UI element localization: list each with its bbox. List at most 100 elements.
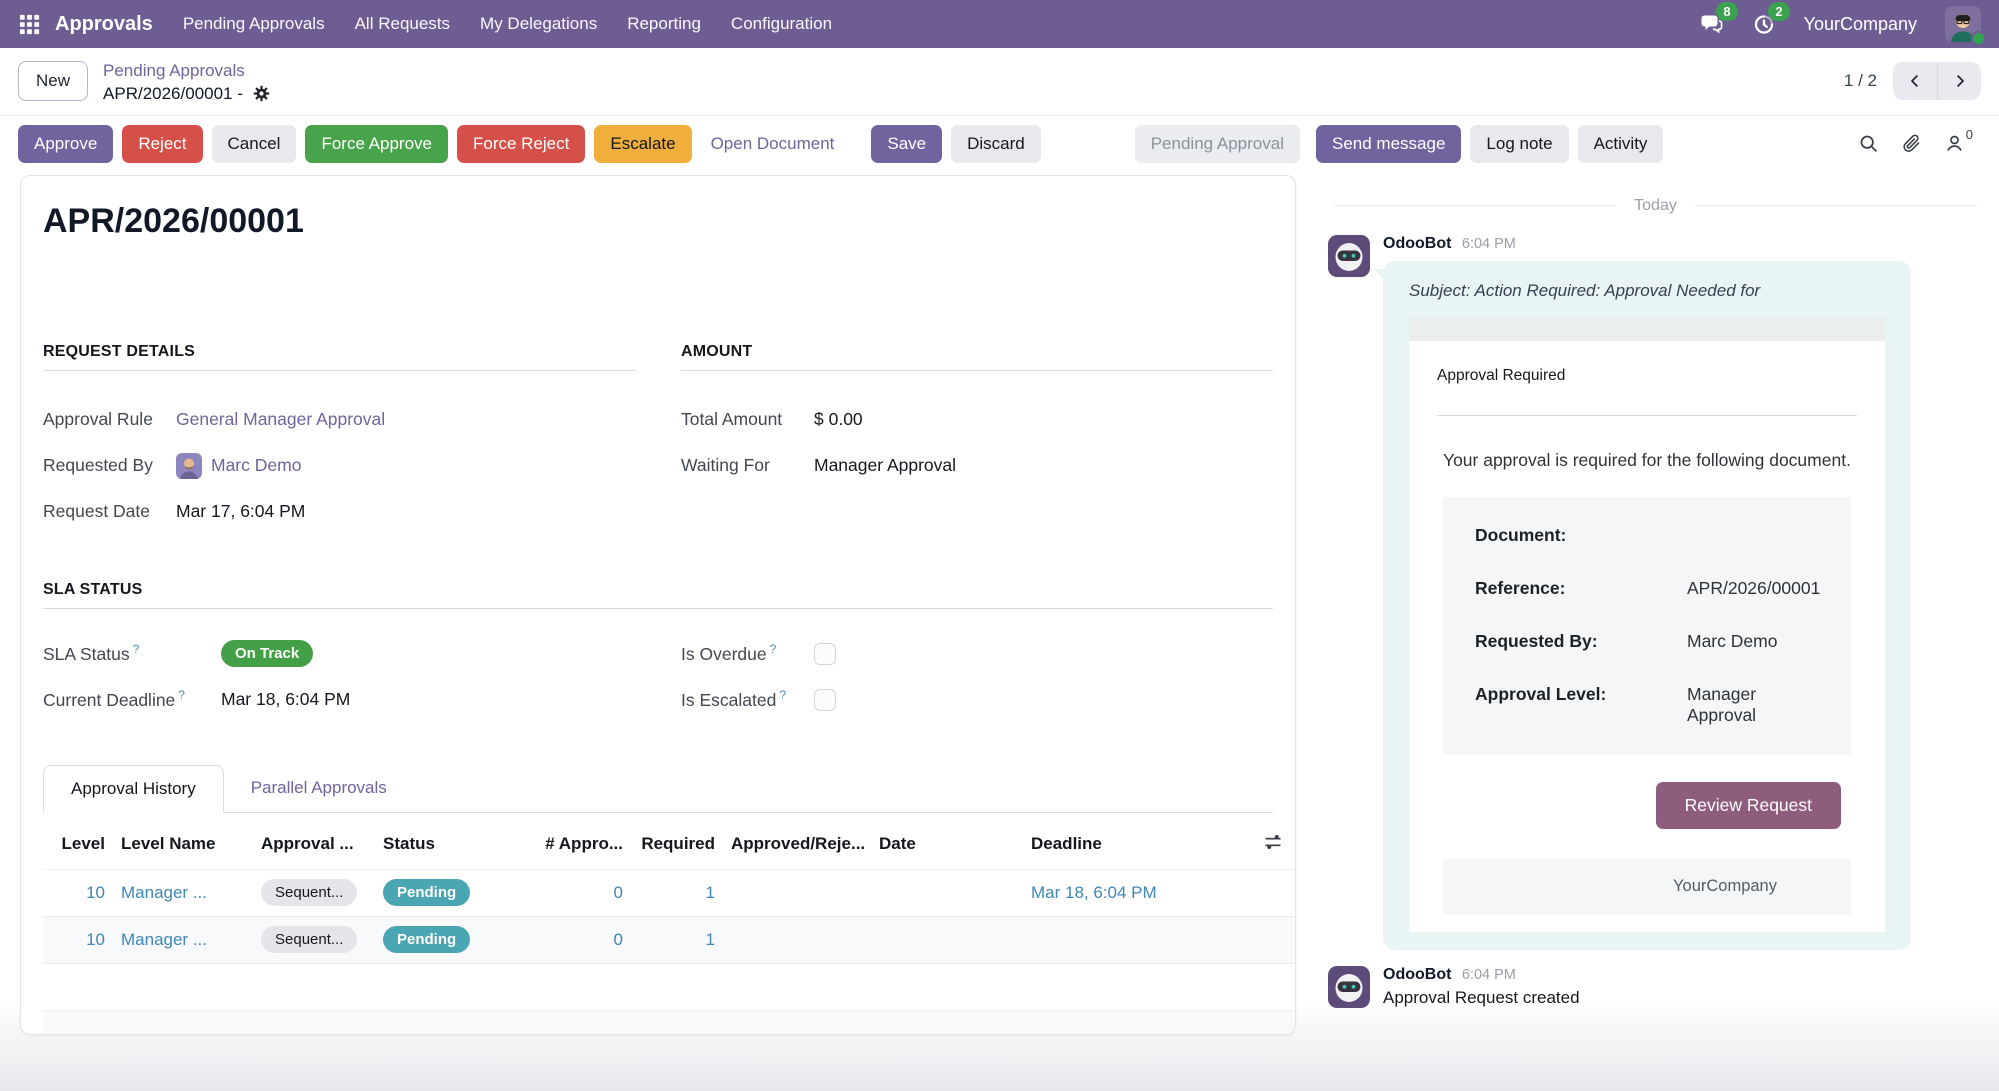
- total-amount-label: Total Amount: [681, 409, 783, 430]
- email-header-band: [1409, 316, 1885, 341]
- col-required[interactable]: Required: [641, 834, 715, 854]
- email-field-value: APR/2026/00001: [1687, 577, 1821, 598]
- activity-button[interactable]: Activity: [1577, 124, 1664, 163]
- messages-icon[interactable]: 8: [1699, 2, 1738, 36]
- escalate-button[interactable]: Escalate: [594, 124, 692, 163]
- cancel-button[interactable]: Cancel: [211, 124, 297, 163]
- table-row[interactable]: 10 Manager ... Sequent... Pending 0 1: [43, 915, 1295, 964]
- cell-num-approvals[interactable]: 0: [523, 868, 631, 917]
- activities-icon[interactable]: 2: [1752, 2, 1790, 36]
- message-author[interactable]: OdooBot: [1383, 965, 1452, 983]
- save-button[interactable]: Save: [871, 124, 943, 163]
- email-field-value: Marc Demo: [1687, 630, 1778, 651]
- current-deadline-label: Current Deadline?: [43, 688, 185, 711]
- requested-by-field[interactable]: Marc Demo: [211, 455, 302, 476]
- col-num-approvals[interactable]: # Appro...: [545, 834, 623, 854]
- cell-deadline[interactable]: Mar 18, 6:04 PM: [1023, 868, 1255, 917]
- followers-icon[interactable]: 0: [1944, 127, 1973, 154]
- top-navbar: Approvals Pending Approvals All Requests…: [0, 0, 1999, 48]
- send-message-button[interactable]: Send message: [1316, 124, 1462, 163]
- cell-date[interactable]: [871, 915, 1023, 964]
- is-overdue-label: Is Overdue?: [681, 642, 777, 665]
- cell-required[interactable]: 1: [631, 868, 723, 917]
- form-sheet: APR/2026/00001 REQUEST DETAILS Approval …: [20, 174, 1296, 1035]
- email-body-text: Your approval is required for the follow…: [1443, 449, 1851, 470]
- col-approved-rejected[interactable]: Approved/Reje...: [731, 834, 866, 854]
- cell-approved-rejected[interactable]: [723, 915, 871, 964]
- cell-level-name[interactable]: Manager ...: [113, 915, 253, 964]
- notebook-tabs: Approval History Parallel Approvals: [43, 764, 1273, 813]
- is-escalated-label: Is Escalated?: [681, 688, 787, 711]
- approval-rule-field[interactable]: General Manager Approval: [176, 409, 386, 430]
- requested-by-avatar: [176, 452, 202, 479]
- cell-deadline[interactable]: [1023, 915, 1255, 964]
- email-field-label: Document:: [1475, 524, 1567, 545]
- search-messages-icon[interactable]: [1858, 133, 1879, 154]
- cell-date[interactable]: [871, 868, 1023, 917]
- col-level-name[interactable]: Level Name: [121, 834, 216, 854]
- user-avatar[interactable]: [1945, 6, 1986, 46]
- discard-button[interactable]: Discard: [951, 124, 1041, 163]
- help-icon: ?: [769, 642, 777, 657]
- approve-button[interactable]: Approve: [18, 124, 114, 163]
- message-time: 6:04 PM: [1461, 966, 1516, 983]
- col-status[interactable]: Status: [383, 834, 435, 854]
- nav-my-delegations[interactable]: My Delegations: [480, 14, 598, 33]
- cell-level-name[interactable]: Manager ...: [113, 868, 253, 917]
- message-body: Approval Request created: [1383, 987, 1580, 1007]
- new-button[interactable]: New: [18, 61, 89, 102]
- app-title[interactable]: Approvals: [55, 12, 153, 35]
- nav-configuration[interactable]: Configuration: [730, 14, 833, 33]
- sla-status-label: SLA Status?: [43, 642, 140, 665]
- email-field-label: Reference:: [1475, 577, 1566, 598]
- nav-pending-approvals[interactable]: Pending Approvals: [182, 14, 325, 33]
- cell-level[interactable]: 10: [43, 868, 113, 917]
- breadcrumb-parent-link[interactable]: Pending Approvals: [103, 61, 245, 80]
- attachments-icon[interactable]: [1901, 133, 1922, 154]
- open-document-button[interactable]: Open Document: [701, 125, 845, 163]
- cell-num-approvals[interactable]: 0: [523, 915, 631, 964]
- approval-type-badge: Sequent...: [261, 926, 358, 954]
- apps-grid-icon[interactable]: [18, 13, 41, 36]
- activities-badge: 2: [1768, 2, 1790, 21]
- col-level[interactable]: Level: [61, 834, 105, 854]
- email-preview-card: Approval Required Your approval is requi…: [1409, 316, 1885, 932]
- col-date[interactable]: Date: [879, 834, 916, 854]
- optional-columns-icon[interactable]: [1255, 817, 1295, 870]
- control-panel: New Pending Approvals APR/2026/00001 -: [0, 48, 1999, 115]
- cell-approved-rejected[interactable]: [723, 868, 871, 917]
- odoobot-avatar: [1328, 965, 1370, 1013]
- is-escalated-checkbox[interactable]: [814, 688, 836, 711]
- message-author[interactable]: OdooBot: [1383, 234, 1452, 252]
- current-deadline-field[interactable]: Mar 18, 6:04 PM: [221, 689, 351, 710]
- pager-next-button[interactable]: [1937, 62, 1981, 101]
- tab-approval-history[interactable]: Approval History: [43, 764, 224, 813]
- message-subject: Subject: Action Required: Approval Neede…: [1409, 280, 1761, 300]
- table-row[interactable]: 10 Manager ... Sequent... Pending 0 1 Ma…: [43, 868, 1295, 917]
- is-overdue-checkbox[interactable]: [814, 642, 836, 665]
- waiting-for-field[interactable]: Manager Approval: [814, 455, 957, 476]
- pager-previous-button[interactable]: [1893, 62, 1937, 100]
- total-amount-field[interactable]: $ 0.00: [814, 409, 863, 430]
- log-note-button[interactable]: Log note: [1470, 124, 1569, 163]
- approval-history-table: Level Level Name Approval ... Status # A…: [43, 817, 1295, 1034]
- force-reject-button[interactable]: Force Reject: [457, 124, 586, 163]
- col-approval-type[interactable]: Approval ...: [261, 834, 354, 854]
- force-approve-button[interactable]: Force Approve: [305, 124, 448, 163]
- cell-level[interactable]: 10: [43, 915, 113, 964]
- email-fields-table: Document: Reference: APR/2026/00001 Requ…: [1443, 496, 1851, 754]
- record-title[interactable]: APR/2026/00001: [43, 201, 304, 240]
- help-icon: ?: [779, 688, 787, 703]
- nav-reporting[interactable]: Reporting: [627, 14, 701, 33]
- review-request-button[interactable]: Review Request: [1655, 781, 1841, 829]
- gear-icon[interactable]: [252, 84, 271, 103]
- tab-parallel-approvals[interactable]: Parallel Approvals: [250, 777, 387, 797]
- reject-button[interactable]: Reject: [122, 124, 203, 163]
- nav-all-requests[interactable]: All Requests: [354, 14, 451, 33]
- col-deadline[interactable]: Deadline: [1031, 834, 1102, 854]
- request-date-label: Request Date: [43, 501, 151, 522]
- company-switcher[interactable]: YourCompany: [1803, 13, 1917, 34]
- request-date-field[interactable]: Mar 17, 6:04 PM: [176, 501, 306, 522]
- cell-required[interactable]: 1: [631, 915, 723, 964]
